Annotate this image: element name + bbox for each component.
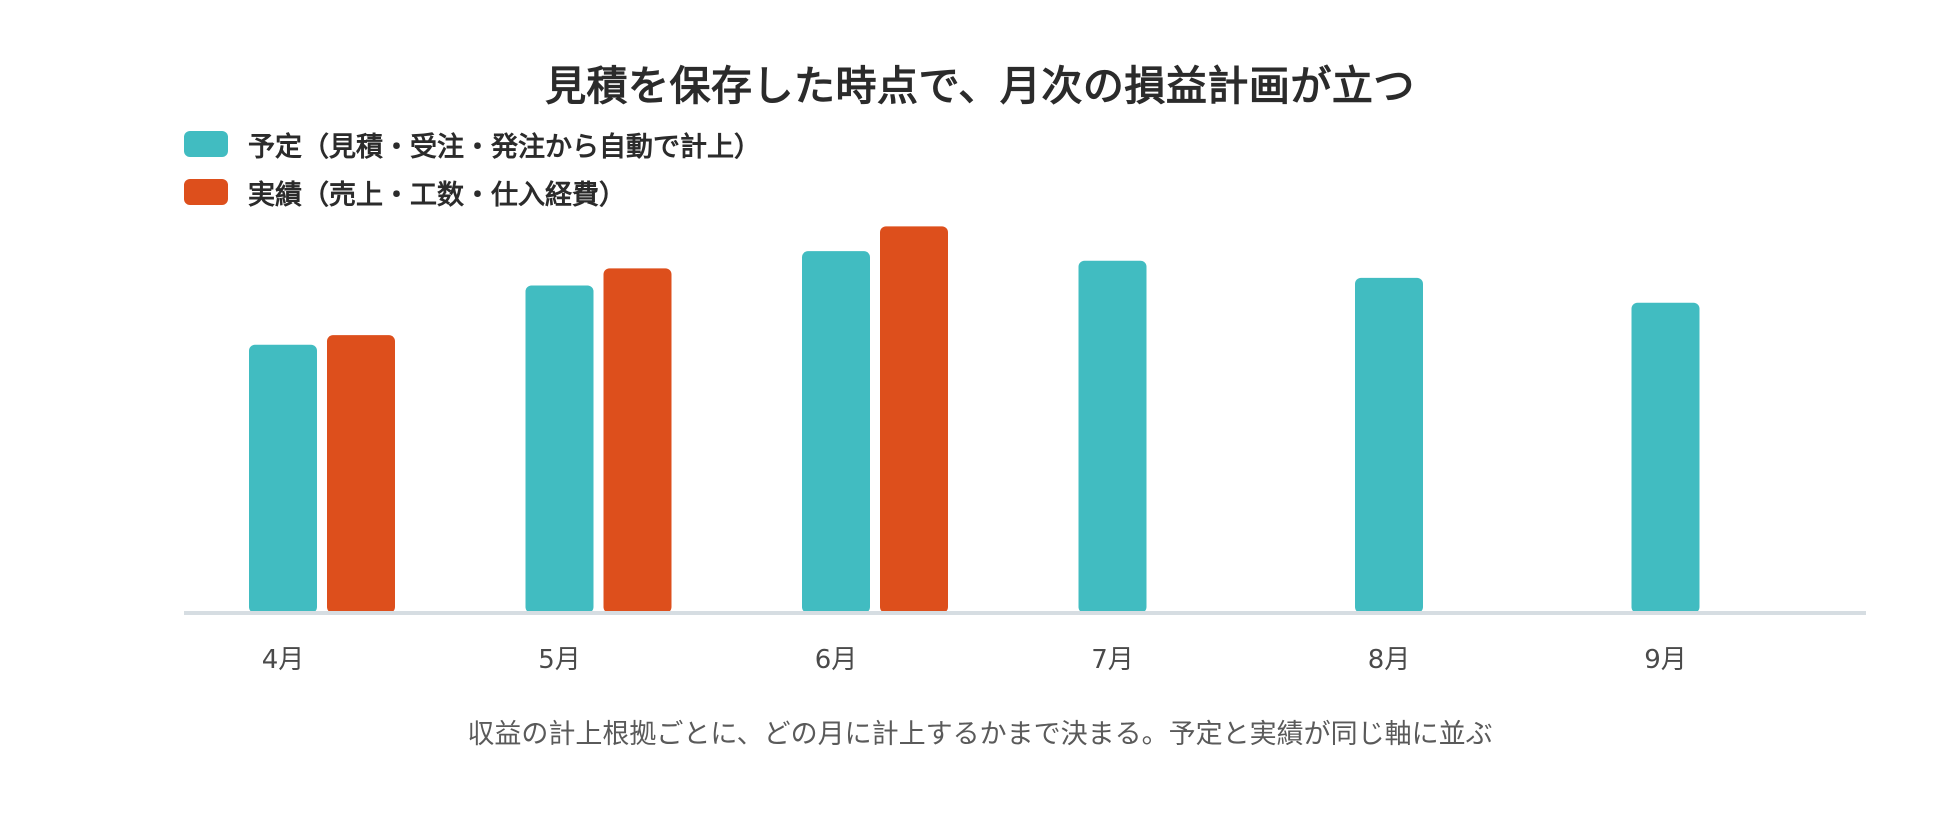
bar-plan-6 bbox=[802, 251, 870, 613]
legend: 予定（見積・受注・発注から自動で計上） 実績（売上・工数・仕入経費） bbox=[184, 120, 761, 216]
bar-plan-4 bbox=[249, 344, 317, 613]
legend-item-plan: 予定（見積・受注・発注から自動で計上） bbox=[184, 120, 761, 168]
bar-actual-6 bbox=[880, 226, 948, 613]
legend-swatch-actual bbox=[184, 179, 228, 205]
x-tick-label: 4月 bbox=[262, 645, 305, 675]
legend-label-plan: 予定（見積・受注・発注から自動で計上） bbox=[248, 131, 761, 163]
x-tick-label: 7月 bbox=[1091, 645, 1134, 675]
chart-title: 見積を保存した時点で、月次の損益計画が立つ bbox=[545, 62, 1415, 110]
x-tick-label: 5月 bbox=[538, 645, 581, 675]
bar-plan-8 bbox=[1355, 277, 1423, 613]
x-tick-label: 9月 bbox=[1644, 645, 1687, 675]
x-tick-label: 8月 bbox=[1368, 645, 1411, 675]
bar-plan-7 bbox=[1078, 260, 1147, 613]
chart-caption: 収益の計上根拠ごとに、どの月に計上するかまで決まる。予定と実績が同じ軸に並ぶ bbox=[467, 719, 1493, 750]
x-tick-label: 6月 bbox=[815, 645, 858, 675]
x-axis-line bbox=[184, 611, 1866, 615]
bar-plan-5 bbox=[525, 285, 594, 613]
legend-swatch-plan bbox=[184, 131, 228, 157]
legend-label-actual: 実績（売上・工数・仕入経費） bbox=[248, 179, 626, 211]
bar-plan-9 bbox=[1631, 302, 1700, 613]
legend-item-actual: 実績（売上・工数・仕入経費） bbox=[184, 168, 761, 216]
bar-actual-5 bbox=[603, 268, 672, 613]
bar-actual-4 bbox=[327, 335, 395, 613]
